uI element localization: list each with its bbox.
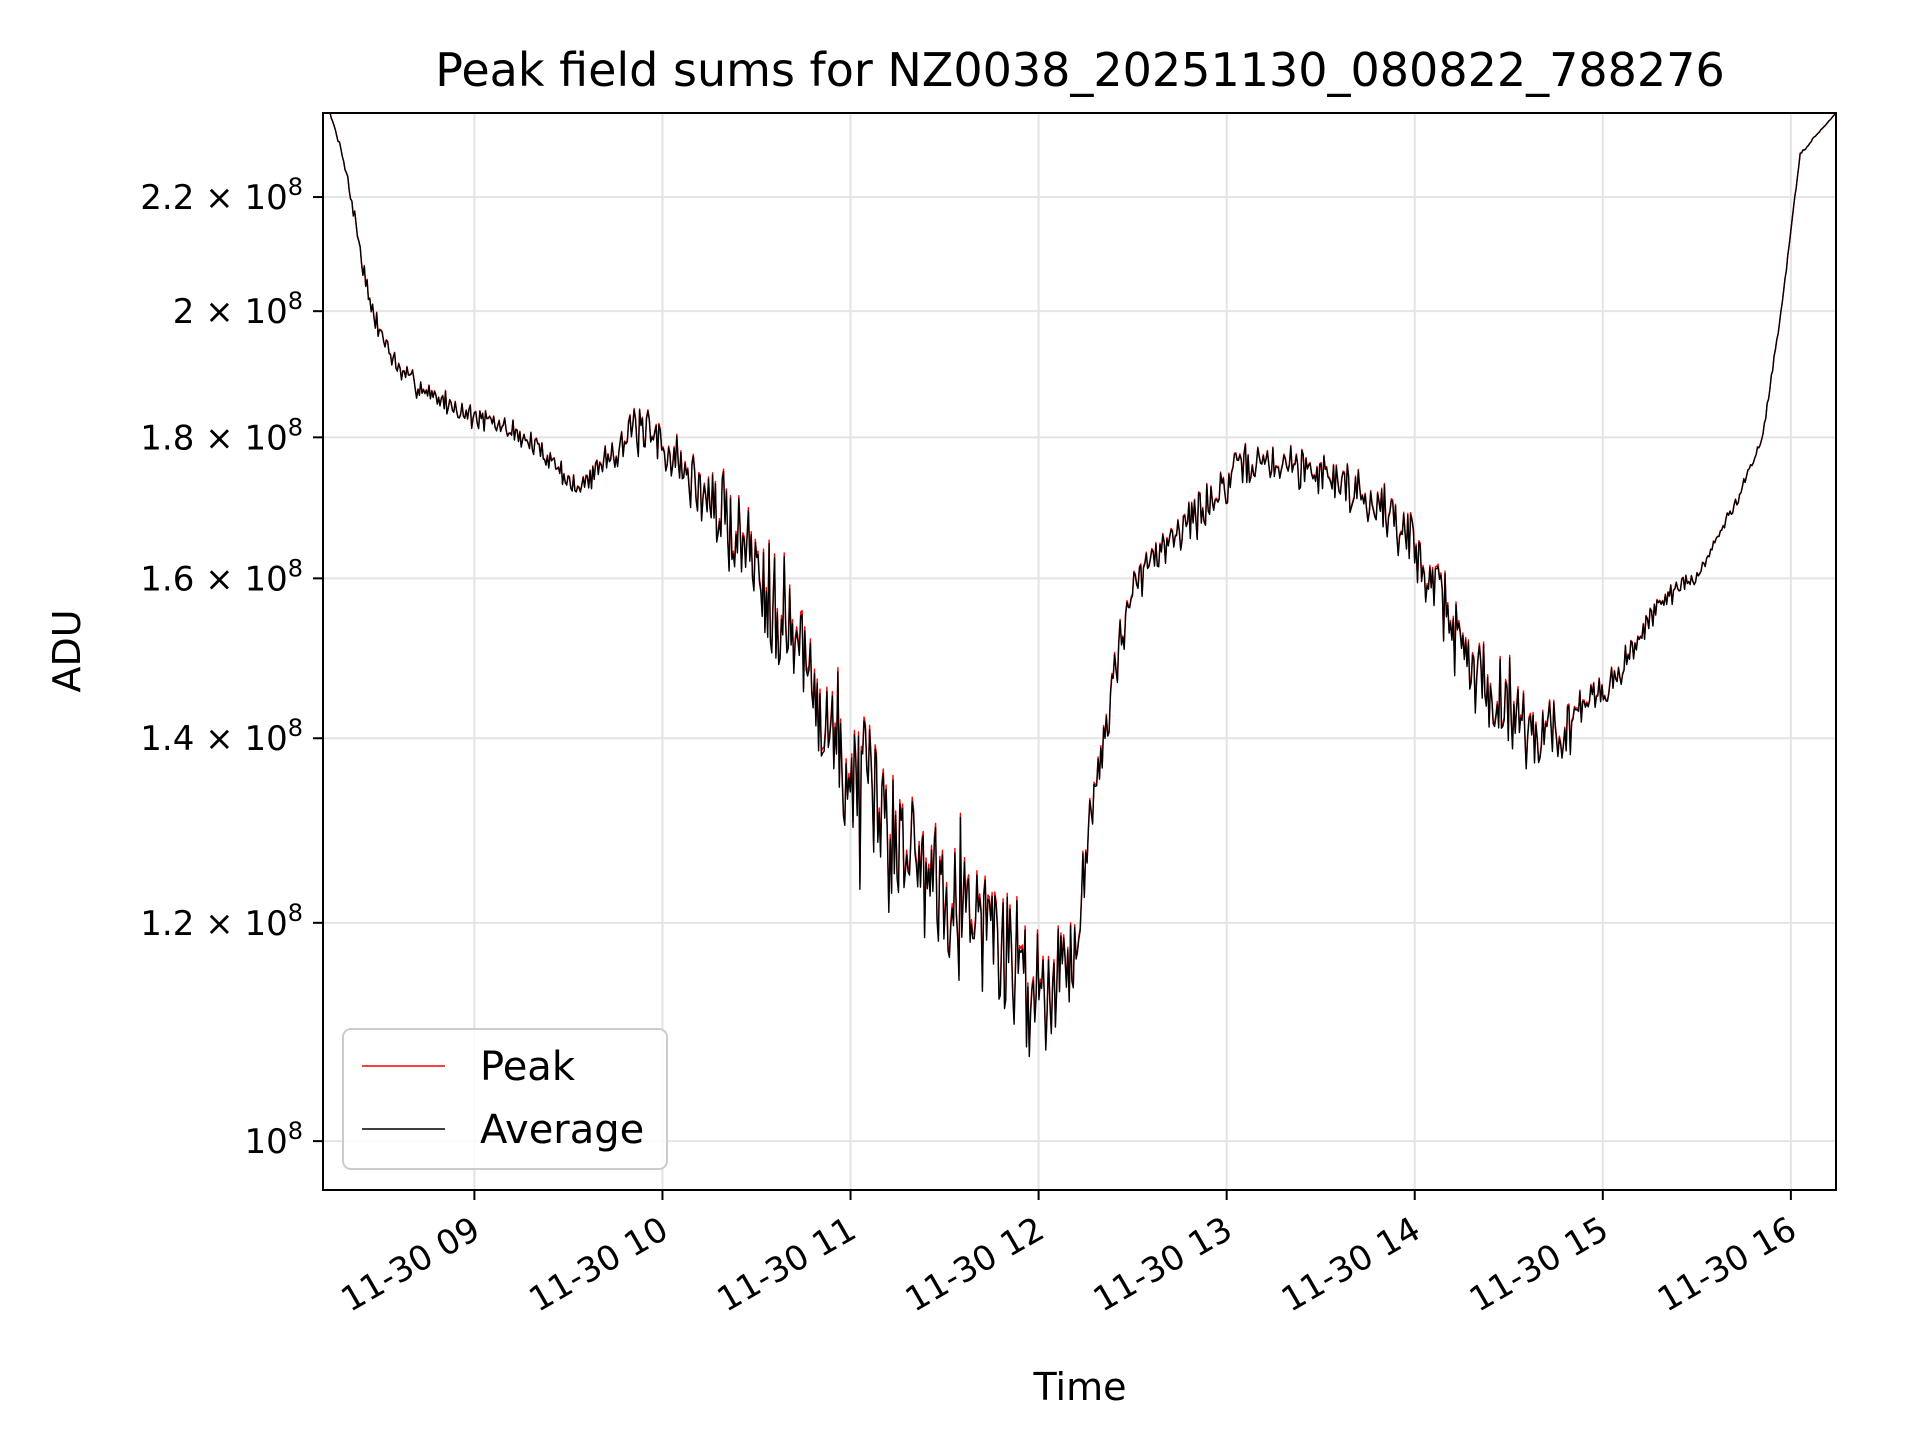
- legend: Peak Average: [342, 1028, 668, 1170]
- y-tick-label: 1.4 × 108: [140, 714, 303, 759]
- legend-peak-label: Peak: [480, 1044, 576, 1090]
- y-tick-label: 1.6 × 108: [140, 554, 303, 599]
- y-tick-label: 1.2 × 108: [140, 899, 303, 944]
- legend-average-label: Average: [480, 1107, 644, 1153]
- plot-frame: [322, 112, 1837, 1191]
- y-tick-label: 2.2 × 108: [140, 173, 303, 218]
- y-tick-label: 2 × 108: [173, 287, 303, 332]
- x-axis-title: Time: [1033, 1365, 1127, 1409]
- y-axis-title: ADU: [45, 609, 89, 692]
- legend-box: [342, 1028, 668, 1170]
- y-tick-label: 108: [244, 1117, 303, 1162]
- y-tick-label: 1.8 × 108: [140, 413, 303, 458]
- grid-layer: [323, 113, 1836, 1190]
- chart-title: Peak field sums for NZ0038_20251130_0808…: [435, 43, 1724, 97]
- series-layer: [329, 113, 1836, 1058]
- series-line-average: [329, 113, 1836, 1058]
- y-axis: 108 1.2 × 108 1.4 × 108 1.6 × 108 1.8 × 108 2…: [140, 173, 323, 1162]
